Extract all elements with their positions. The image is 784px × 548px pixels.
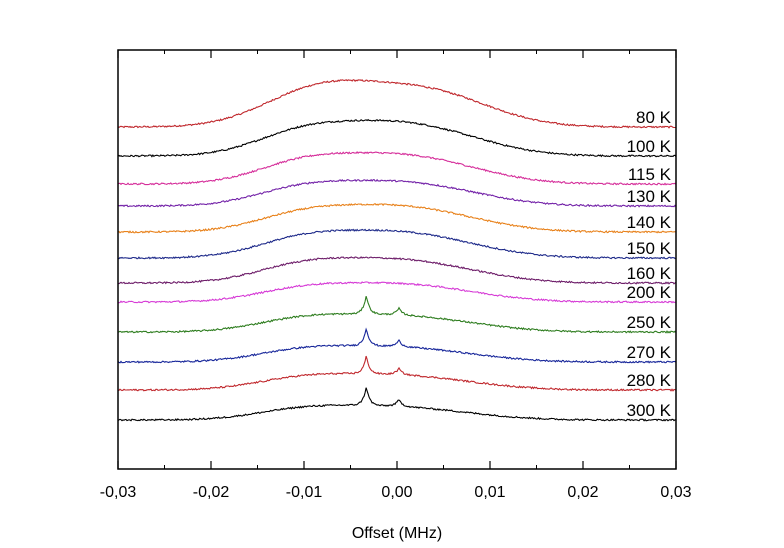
trace-group (117, 79, 677, 422)
x-tick-label: 0,00 (381, 484, 412, 501)
x-axis-ticks: -0,03 -0,02 -0,01 0,00 0,01 0,02 0,03 (100, 50, 692, 501)
series-label: 130 K (627, 187, 672, 206)
series-label: 115 K (628, 165, 672, 184)
trace-line (117, 178, 677, 208)
trace-line (117, 327, 677, 364)
trace-line (118, 355, 677, 392)
series-label: 300 K (627, 401, 672, 420)
trace-line (117, 79, 676, 129)
x-tick-label: 0,01 (474, 484, 505, 501)
series-label: 280 K (627, 371, 672, 390)
trace-line (117, 203, 677, 234)
trace-line (117, 118, 677, 158)
trace-line (118, 281, 676, 304)
trace-line (117, 387, 677, 422)
series-label: 200 K (627, 283, 672, 302)
x-tick-label: 0,03 (660, 484, 691, 501)
trace-line (117, 150, 677, 186)
series-label: 80 K (636, 108, 672, 127)
series-label: 270 K (627, 343, 672, 362)
series-label: 100 K (627, 137, 672, 156)
x-tick-label: 0,02 (567, 484, 598, 501)
series-label: 160 K (627, 264, 672, 283)
x-axis-title: Offset (MHz) (352, 525, 442, 542)
trace-line (118, 256, 677, 285)
trace-line (117, 228, 677, 260)
x-tick-label: -0,02 (193, 484, 230, 501)
x-tick-label: -0,01 (286, 484, 323, 501)
trace-line (117, 296, 677, 334)
series-label: 150 K (627, 239, 672, 258)
series-label: 250 K (627, 313, 672, 332)
x-tick-label: -0,03 (100, 484, 137, 501)
series-label: 140 K (627, 213, 672, 232)
plot-frame (117, 49, 677, 470)
